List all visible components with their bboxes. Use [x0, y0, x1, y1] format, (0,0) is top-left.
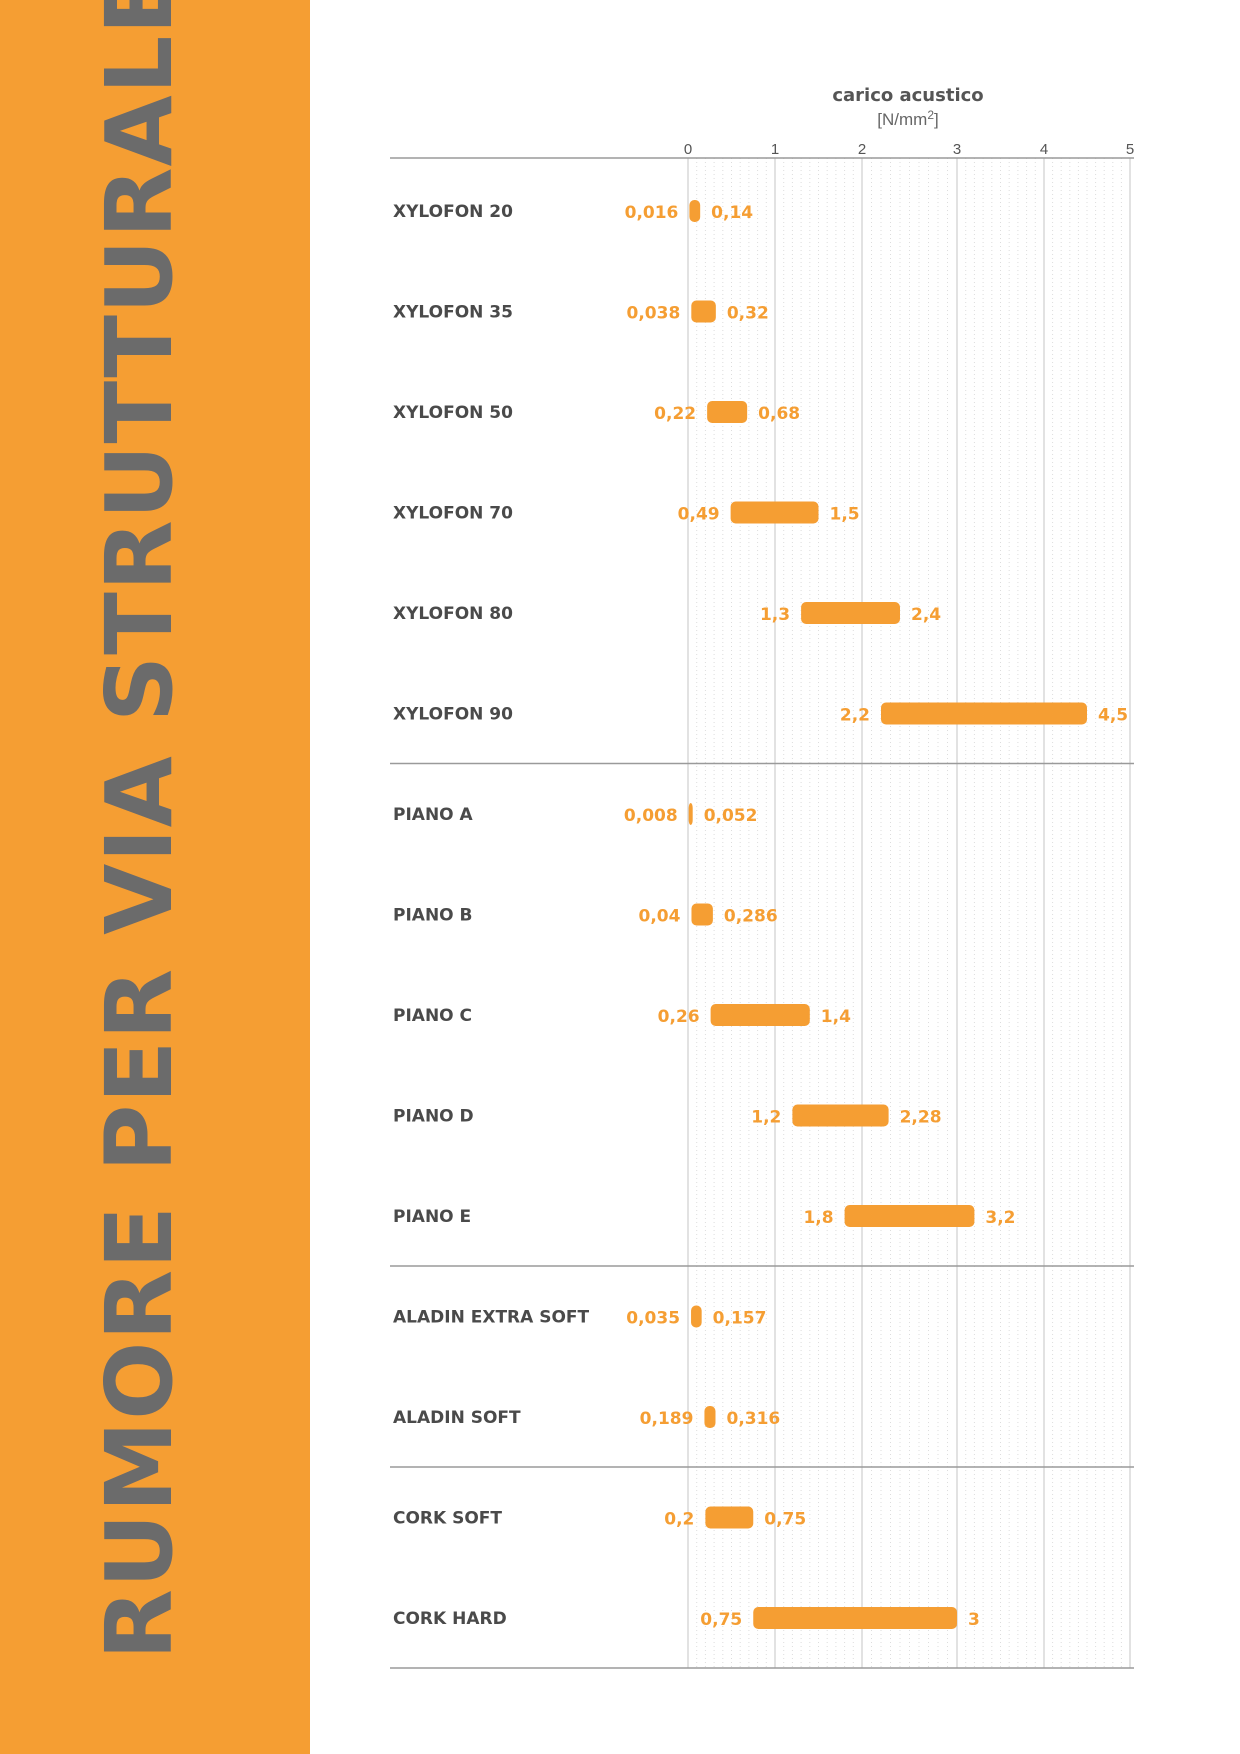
min-value-label: 2,2 [840, 706, 870, 726]
range-bar [710, 1004, 810, 1026]
range-bar [689, 200, 701, 222]
category-label: PIANO B [393, 906, 473, 926]
min-value-label: 1,8 [803, 1208, 833, 1228]
range-bar [688, 803, 693, 825]
x-axis-ticks: 0 1 2 3 4 5 [684, 141, 1134, 158]
min-value-label: 0,189 [640, 1409, 694, 1429]
category-label: XYLOFON 20 [393, 202, 513, 222]
min-value-label: 0,75 [700, 1610, 742, 1630]
range-bar [881, 702, 1087, 725]
range-bar [753, 1607, 957, 1629]
range-bar [801, 602, 900, 624]
x-tick-label: 3 [953, 141, 961, 158]
min-value-label: 0,2 [664, 1510, 694, 1530]
max-value-label: 4,5 [1098, 706, 1128, 726]
x-tick-label: 1 [771, 141, 779, 158]
category-label: PIANO D [393, 1107, 474, 1127]
category-label: CORK HARD [393, 1609, 507, 1629]
category-label: XYLOFON 35 [393, 303, 513, 323]
range-bar [691, 903, 713, 926]
x-tick-label: 2 [858, 141, 866, 158]
range-bar [792, 1104, 889, 1127]
x-tick-label: 0 [684, 141, 692, 158]
category-label: XYLOFON 50 [393, 403, 513, 423]
min-value-label: 0,008 [624, 806, 678, 826]
range-bar [705, 1506, 754, 1529]
min-value-label: 0,035 [626, 1309, 680, 1329]
min-value-label: 1,3 [760, 605, 790, 625]
x-tick-label: 5 [1126, 141, 1134, 158]
max-value-label: 1,4 [821, 1007, 851, 1027]
max-value-label: 0,052 [704, 806, 758, 826]
category-label: PIANO C [393, 1006, 472, 1026]
min-value-label: 0,038 [627, 304, 681, 324]
category-label: XYLOFON 70 [393, 504, 513, 524]
max-value-label: 0,75 [764, 1510, 806, 1530]
range-bar [704, 1406, 716, 1428]
x-tick-label: 4 [1040, 141, 1048, 158]
grid [390, 157, 1134, 1669]
sidebar-panel: RUMORE PER VIA STRUTTURALE [0, 0, 310, 1754]
x-axis-unit: [N/mm2] [877, 108, 938, 129]
min-value-label: 0,49 [678, 505, 720, 525]
category-label: ALADIN SOFT [393, 1408, 521, 1428]
max-value-label: 0,286 [724, 907, 778, 927]
category-label: ALADIN EXTRA SOFT [393, 1308, 590, 1328]
range-bar [730, 501, 819, 524]
max-value-label: 0,32 [727, 304, 769, 324]
range-bar [844, 1205, 975, 1227]
min-value-label: 0,22 [654, 404, 696, 424]
max-value-label: 0,14 [711, 203, 753, 223]
range-bar [691, 300, 716, 323]
min-value-label: 1,2 [751, 1108, 781, 1128]
category-label: XYLOFON 80 [393, 604, 513, 624]
category-label: PIANO E [393, 1207, 471, 1227]
max-value-label: 3,2 [985, 1208, 1015, 1228]
max-value-label: 0,68 [758, 404, 800, 424]
category-label: CORK SOFT [393, 1509, 502, 1529]
max-value-label: 0,157 [713, 1309, 767, 1329]
range-bar [707, 401, 748, 423]
category-label: XYLOFON 90 [393, 705, 513, 725]
min-value-label: 0,26 [658, 1007, 700, 1027]
chart-rows: XYLOFON 20 0,016 0,14 XYLOFON 35 0,038 0,32 XY… [393, 200, 1128, 1630]
max-value-label: 2,4 [911, 605, 941, 625]
max-value-label: 1,5 [830, 505, 860, 525]
min-value-label: 0,016 [625, 203, 679, 223]
max-value-label: 2,28 [900, 1108, 942, 1128]
max-value-label: 3 [968, 1610, 980, 1630]
x-axis-title: carico acustico [832, 85, 983, 106]
range-bar [691, 1305, 702, 1328]
max-value-label: 0,316 [726, 1409, 780, 1429]
min-value-label: 0,04 [639, 907, 681, 927]
category-label: PIANO A [393, 805, 474, 825]
